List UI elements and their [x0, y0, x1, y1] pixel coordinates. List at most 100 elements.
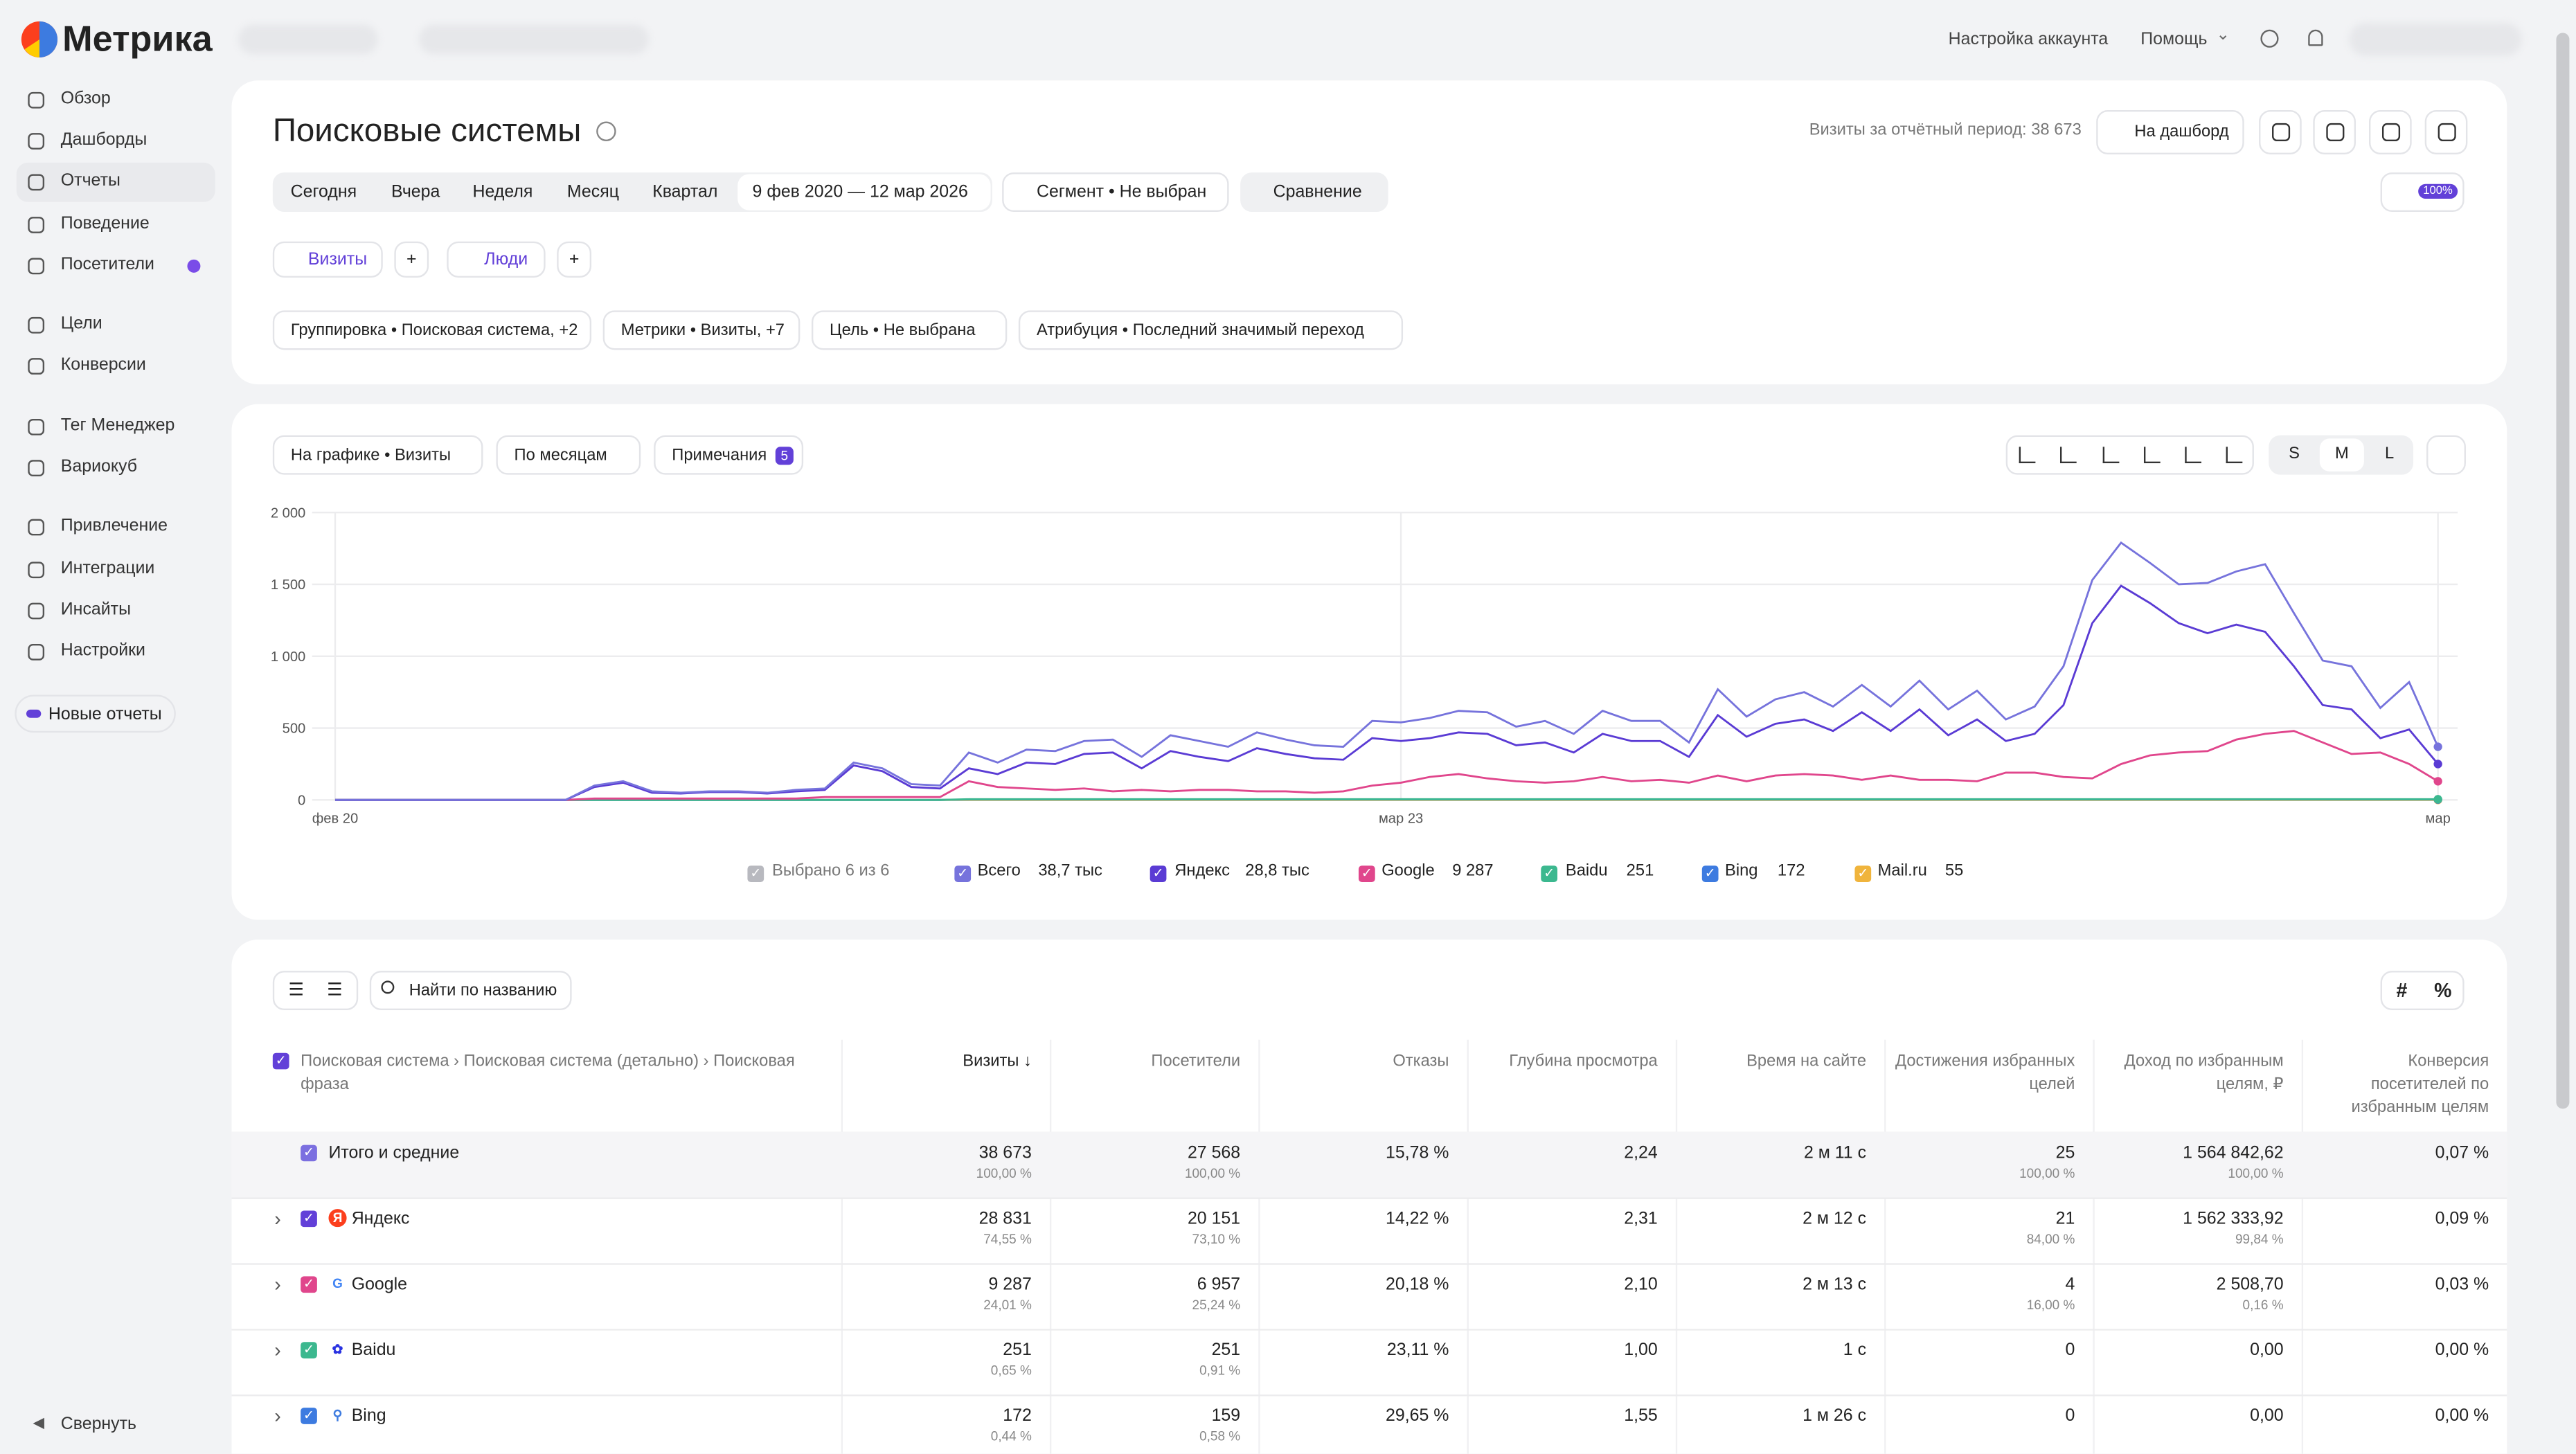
to-dashboard[interactable]: На дашборд: [2096, 109, 2244, 155]
size[interactable]: L: [2385, 445, 2395, 464]
legend-checkbox[interactable]: ✓: [1854, 865, 1872, 882]
column-header: Конверсия посетителей по избранным целям: [2351, 1052, 2489, 1118]
legend-name[interactable]: Baidu: [1565, 862, 1608, 881]
nav-item[interactable]: Конверсии: [60, 354, 146, 375]
search-icon: [381, 980, 395, 994]
cell-share: 24,01 %: [983, 1298, 1032, 1313]
filter[interactable]: Атрибуция • Последний значимый переход: [1018, 310, 1404, 350]
mode-button[interactable]: #: [2396, 978, 2408, 1003]
nav-icon: [28, 358, 45, 375]
nav-item[interactable]: Тег Менеджер: [60, 415, 175, 436]
cell-value: 14,22 %: [1386, 1209, 1449, 1229]
expand-arrow[interactable]: ›: [274, 1338, 281, 1362]
add-tab[interactable]: +: [557, 241, 592, 278]
chart-metric[interactable]: На графике • Визиты: [272, 435, 483, 475]
chart-types[interactable]: [2005, 435, 2254, 475]
cell-value: 2,24: [1624, 1143, 1658, 1163]
row-divider: [231, 1197, 2507, 1199]
row-divider: [231, 1263, 2507, 1265]
icon-button[interactable]: [2369, 109, 2412, 155]
nav-active-bg: [16, 162, 215, 202]
blurred-user: [2349, 23, 2522, 56]
filter[interactable]: Цель • Не выбрана: [811, 310, 1008, 350]
checkbox[interactable]: ✓: [301, 1408, 317, 1424]
nav-item[interactable]: Вариокуб: [60, 456, 138, 476]
legend-checkbox[interactable]: ✓: [1358, 865, 1375, 882]
checkbox[interactable]: ✓: [301, 1210, 317, 1228]
checkbox[interactable]: ✓: [272, 1052, 289, 1070]
expand-arrow[interactable]: ›: [274, 1273, 281, 1296]
nav-item[interactable]: Обзор: [60, 89, 111, 109]
help[interactable]: Помощь: [2140, 29, 2208, 50]
cell-value: 29,65 %: [1386, 1406, 1449, 1426]
row-name[interactable]: Яндекс: [351, 1209, 410, 1229]
legend-checkbox[interactable]: ✓: [954, 865, 972, 882]
account-settings[interactable]: Настройка аккаунта: [1948, 29, 2109, 50]
legend-checkbox[interactable]: ✓: [1701, 865, 1719, 882]
nav-icon: [28, 133, 45, 150]
size[interactable]: S: [2289, 445, 2300, 464]
cell-value: 2,31: [1624, 1209, 1658, 1229]
nav-icon: [28, 91, 45, 109]
period[interactable]: Неделя: [472, 182, 533, 202]
period[interactable]: Месяц: [566, 182, 619, 202]
legend-name[interactable]: Mail.ru: [1877, 862, 1927, 881]
collapse[interactable]: Свернуть: [60, 1414, 137, 1435]
compare[interactable]: Сравнение: [1240, 172, 1388, 213]
chart-period[interactable]: По месяцам: [496, 435, 641, 475]
nav-item[interactable]: Поведение: [60, 213, 150, 233]
legend-checkbox[interactable]: ✓: [747, 865, 764, 882]
nav-item[interactable]: Инсайты: [60, 599, 131, 620]
expand-arrow[interactable]: ›: [274, 1404, 281, 1428]
engine-icon: ⚲: [332, 1408, 343, 1423]
filter[interactable]: Метрики • Визиты, +7: [602, 310, 800, 350]
size[interactable]: M: [2319, 438, 2364, 472]
date-range[interactable]: 9 фев 2020 — 12 мар 2026: [737, 174, 991, 210]
filter[interactable]: Группировка • Поисковая система, +2: [272, 310, 592, 350]
legend-checkbox[interactable]: ✓: [1541, 865, 1558, 882]
icon-button[interactable]: [2313, 109, 2356, 155]
period[interactable]: Квартал: [652, 182, 718, 202]
legend-checkbox[interactable]: ✓: [1150, 865, 1167, 882]
period[interactable]: Сегодня: [290, 182, 357, 202]
icon-button[interactable]: [2424, 109, 2468, 155]
new-reports[interactable]: Новые отчеты: [15, 694, 176, 733]
search[interactable]: Найти по названию: [369, 971, 572, 1011]
mode-bar: [2380, 971, 2465, 1011]
row-name[interactable]: Bing: [351, 1406, 386, 1426]
view-toggle[interactable]: ☰ ☰: [272, 971, 359, 1011]
cell-value: 251: [1211, 1340, 1241, 1361]
notify-dot: [187, 259, 201, 273]
legend-total: 55: [1944, 862, 1964, 881]
nav-icon: [28, 316, 45, 334]
legend-name[interactable]: Google: [1381, 862, 1435, 881]
nav-item[interactable]: Настройки: [60, 640, 145, 661]
icon-button[interactable]: [2259, 109, 2302, 155]
checkbox[interactable]: ✓: [301, 1145, 317, 1162]
period[interactable]: Вчера: [391, 182, 440, 202]
notes[interactable]: Примечания: [654, 435, 804, 475]
nav-item[interactable]: Привлечение: [60, 515, 168, 536]
tab[interactable]: Визиты: [272, 241, 383, 278]
add-tab[interactable]: +: [394, 241, 429, 278]
nav-icon: [28, 418, 45, 436]
nav-item[interactable]: Дашборды: [60, 129, 147, 150]
mode-button[interactable]: %: [2434, 978, 2452, 1003]
segment[interactable]: Сегмент • Не выбран: [1002, 172, 1229, 213]
row-name[interactable]: Baidu: [351, 1340, 396, 1361]
nav-item[interactable]: Посетители: [60, 254, 154, 275]
legend-name[interactable]: Всего: [977, 862, 1021, 881]
checkbox[interactable]: ✓: [301, 1342, 317, 1358]
cell-value: 0,03 %: [2435, 1274, 2489, 1295]
expand-arrow[interactable]: ›: [274, 1207, 281, 1230]
expand[interactable]: [2426, 435, 2466, 475]
nav-item[interactable]: Отчеты: [60, 170, 120, 191]
cell-value: 1 м 26 с: [1803, 1406, 1867, 1426]
checkbox[interactable]: ✓: [301, 1276, 317, 1293]
tab[interactable]: Люди: [447, 241, 546, 278]
nav-item[interactable]: Интеграции: [60, 558, 155, 579]
legend-name[interactable]: Bing: [1725, 862, 1758, 881]
legend-name[interactable]: Яндекс: [1174, 862, 1231, 881]
nav-item[interactable]: Цели: [60, 314, 102, 334]
row-name[interactable]: Google: [351, 1274, 408, 1295]
